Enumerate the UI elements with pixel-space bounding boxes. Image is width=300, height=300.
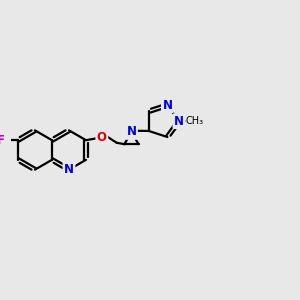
Text: N: N (162, 99, 172, 112)
Text: F: F (0, 134, 5, 147)
Text: CH₃: CH₃ (186, 116, 204, 126)
Text: N: N (126, 125, 136, 138)
Text: N: N (174, 115, 184, 128)
Text: O: O (97, 131, 107, 144)
Text: N: N (64, 163, 74, 176)
